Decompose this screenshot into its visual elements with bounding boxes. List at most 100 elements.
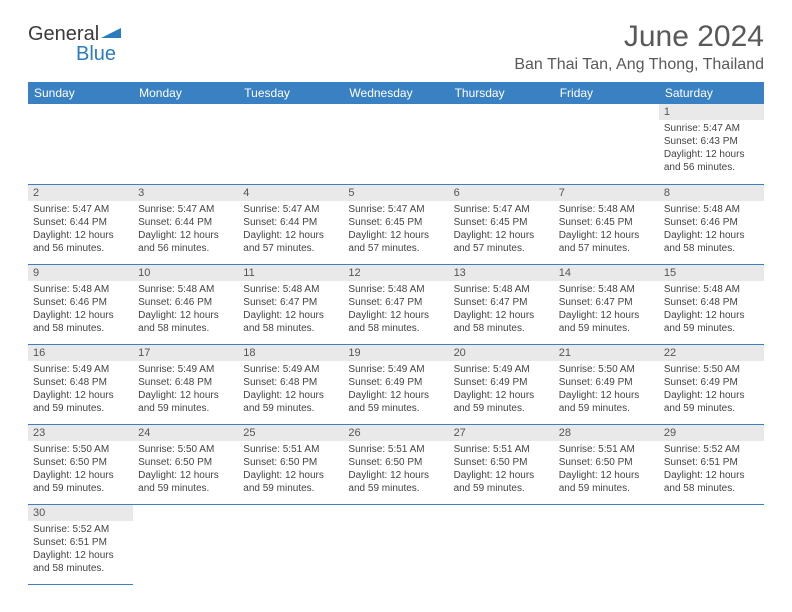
day-line: Daylight: 12 hours [348, 309, 443, 322]
day-number: 7 [554, 185, 659, 201]
day-line: Sunrise: 5:49 AM [348, 363, 443, 376]
day-line: Sunrise: 5:50 AM [138, 443, 233, 456]
calendar-cell: 24Sunrise: 5:50 AMSunset: 6:50 PMDayligh… [133, 424, 238, 504]
calendar-row: 23Sunrise: 5:50 AMSunset: 6:50 PMDayligh… [28, 424, 764, 504]
day-line: and 57 minutes. [559, 242, 654, 255]
day-line: Daylight: 12 hours [138, 389, 233, 402]
day-line: and 59 minutes. [243, 402, 338, 415]
day-number: 1 [659, 104, 764, 120]
day-number: 22 [659, 345, 764, 361]
day-details: Sunrise: 5:50 AMSunset: 6:50 PMDaylight:… [28, 441, 133, 499]
day-line: and 59 minutes. [454, 482, 549, 495]
day-line: Daylight: 12 hours [559, 309, 654, 322]
day-line: Sunrise: 5:48 AM [348, 283, 443, 296]
day-line: Daylight: 12 hours [243, 309, 338, 322]
calendar-cell [133, 504, 238, 584]
weekday-header: Sunday [28, 82, 133, 104]
day-details: Sunrise: 5:51 AMSunset: 6:50 PMDaylight:… [554, 441, 659, 499]
calendar-row: 16Sunrise: 5:49 AMSunset: 6:48 PMDayligh… [28, 344, 764, 424]
day-details: Sunrise: 5:48 AMSunset: 6:45 PMDaylight:… [554, 201, 659, 259]
day-line: Sunrise: 5:48 AM [559, 283, 654, 296]
calendar-cell: 27Sunrise: 5:51 AMSunset: 6:50 PMDayligh… [449, 424, 554, 504]
day-line: Daylight: 12 hours [559, 229, 654, 242]
calendar-cell: 19Sunrise: 5:49 AMSunset: 6:49 PMDayligh… [343, 344, 448, 424]
weekday-header: Monday [133, 82, 238, 104]
day-number: 6 [449, 185, 554, 201]
day-line: Sunset: 6:44 PM [243, 216, 338, 229]
day-line: Sunrise: 5:47 AM [454, 203, 549, 216]
calendar-cell: 15Sunrise: 5:48 AMSunset: 6:48 PMDayligh… [659, 264, 764, 344]
day-line: Sunrise: 5:47 AM [138, 203, 233, 216]
page-subtitle: Ban Thai Tan, Ang Thong, Thailand [514, 56, 764, 74]
calendar-cell: 30Sunrise: 5:52 AMSunset: 6:51 PMDayligh… [28, 504, 133, 584]
calendar-cell: 7Sunrise: 5:48 AMSunset: 6:45 PMDaylight… [554, 184, 659, 264]
day-line: and 58 minutes. [243, 322, 338, 335]
day-details: Sunrise: 5:52 AMSunset: 6:51 PMDaylight:… [28, 521, 133, 579]
day-number: 10 [133, 265, 238, 281]
weekday-header: Saturday [659, 82, 764, 104]
day-line: Sunset: 6:50 PM [33, 456, 128, 469]
day-line: and 59 minutes. [33, 402, 128, 415]
day-number: 13 [449, 265, 554, 281]
calendar-cell: 12Sunrise: 5:48 AMSunset: 6:47 PMDayligh… [343, 264, 448, 344]
calendar-cell: 9Sunrise: 5:48 AMSunset: 6:46 PMDaylight… [28, 264, 133, 344]
day-line: and 58 minutes. [664, 242, 759, 255]
weekday-header: Friday [554, 82, 659, 104]
day-line: and 58 minutes. [33, 322, 128, 335]
flag-icon [101, 24, 121, 38]
calendar-cell [343, 504, 448, 584]
day-details: Sunrise: 5:49 AMSunset: 6:48 PMDaylight:… [133, 361, 238, 419]
calendar-cell [133, 104, 238, 184]
day-line: Daylight: 12 hours [138, 309, 233, 322]
day-line: Sunset: 6:46 PM [33, 296, 128, 309]
day-line: Sunset: 6:46 PM [664, 216, 759, 229]
calendar-cell: 2Sunrise: 5:47 AMSunset: 6:44 PMDaylight… [28, 184, 133, 264]
day-line: and 59 minutes. [243, 482, 338, 495]
day-number: 24 [133, 425, 238, 441]
day-line: and 59 minutes. [664, 322, 759, 335]
day-line: Daylight: 12 hours [348, 389, 443, 402]
day-details: Sunrise: 5:48 AMSunset: 6:47 PMDaylight:… [238, 281, 343, 339]
day-number: 26 [343, 425, 448, 441]
day-line: and 59 minutes. [454, 402, 549, 415]
logo-text: General Blue [28, 24, 121, 64]
day-details: Sunrise: 5:49 AMSunset: 6:48 PMDaylight:… [28, 361, 133, 419]
calendar-cell [449, 504, 554, 584]
day-line: Sunrise: 5:48 AM [664, 283, 759, 296]
day-details: Sunrise: 5:51 AMSunset: 6:50 PMDaylight:… [449, 441, 554, 499]
day-number: 30 [28, 505, 133, 521]
day-line: Sunset: 6:46 PM [138, 296, 233, 309]
day-line: Sunrise: 5:48 AM [664, 203, 759, 216]
day-line: and 57 minutes. [348, 242, 443, 255]
day-line: Daylight: 12 hours [454, 309, 549, 322]
day-line: Sunrise: 5:51 AM [243, 443, 338, 456]
day-line: Sunrise: 5:50 AM [559, 363, 654, 376]
calendar-row: 30Sunrise: 5:52 AMSunset: 6:51 PMDayligh… [28, 504, 764, 584]
day-line: Daylight: 12 hours [664, 389, 759, 402]
day-details: Sunrise: 5:50 AMSunset: 6:50 PMDaylight:… [133, 441, 238, 499]
day-number: 23 [28, 425, 133, 441]
day-line: Sunset: 6:48 PM [243, 376, 338, 389]
day-line: Sunrise: 5:47 AM [664, 122, 759, 135]
day-line: and 59 minutes. [138, 402, 233, 415]
day-line: and 57 minutes. [454, 242, 549, 255]
day-number: 8 [659, 185, 764, 201]
day-number: 20 [449, 345, 554, 361]
day-number: 16 [28, 345, 133, 361]
calendar-cell: 22Sunrise: 5:50 AMSunset: 6:49 PMDayligh… [659, 344, 764, 424]
day-details: Sunrise: 5:48 AMSunset: 6:47 PMDaylight:… [554, 281, 659, 339]
day-line: Daylight: 12 hours [559, 469, 654, 482]
day-line: Sunrise: 5:51 AM [559, 443, 654, 456]
day-details: Sunrise: 5:49 AMSunset: 6:49 PMDaylight:… [343, 361, 448, 419]
logo-word1: General [28, 23, 99, 45]
day-details: Sunrise: 5:52 AMSunset: 6:51 PMDaylight:… [659, 441, 764, 499]
day-details: Sunrise: 5:48 AMSunset: 6:47 PMDaylight:… [449, 281, 554, 339]
calendar-cell: 13Sunrise: 5:48 AMSunset: 6:47 PMDayligh… [449, 264, 554, 344]
day-line: Sunrise: 5:51 AM [454, 443, 549, 456]
day-line: Daylight: 12 hours [243, 389, 338, 402]
day-line: Sunset: 6:50 PM [348, 456, 443, 469]
calendar-cell [343, 104, 448, 184]
day-line: Sunset: 6:44 PM [33, 216, 128, 229]
weekday-header: Wednesday [343, 82, 448, 104]
day-line: Sunrise: 5:48 AM [33, 283, 128, 296]
